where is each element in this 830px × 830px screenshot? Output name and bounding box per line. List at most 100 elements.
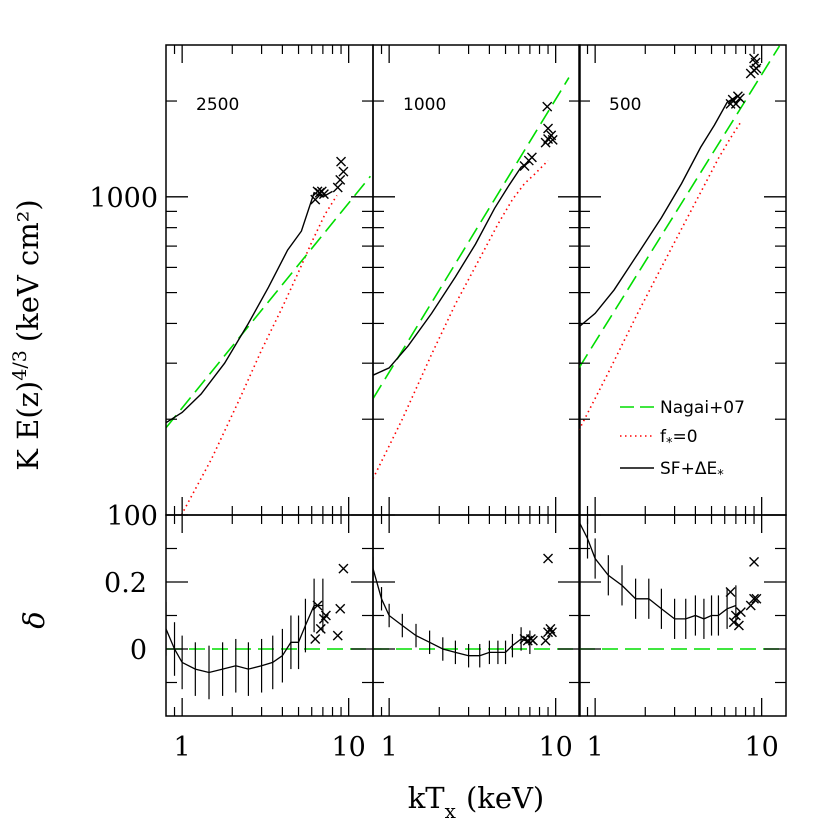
y-tick-labels: 100 1000 0 0.2 [89,183,158,666]
cluster-marker-bottom [735,607,746,618]
cluster-marker-bottom [332,630,343,641]
cluster-marker-bottom-b [527,635,538,646]
f0-curve [373,160,549,480]
legend-label: f*=0 [660,427,698,451]
f0-curve [579,121,742,431]
cluster-marker-bottom-b [545,623,556,634]
nagai-curve [166,175,372,429]
cluster-marker-top-b [332,182,343,193]
cluster-marker-top-b [526,152,537,163]
cluster-marker-top-b [547,134,558,145]
cluster-marker-bottom [543,553,554,564]
sf-curve [373,161,531,376]
cluster-marker-top [543,123,554,134]
cluster-marker-top-b [338,166,349,177]
legend-entry: f*=0 [620,427,698,451]
f0-curve [180,194,338,515]
cluster-marker-bottom [545,623,556,634]
cluster-marker-bottom [751,593,762,604]
x-tick-label: 10 [331,732,365,763]
delta-curve [579,521,737,620]
top-plot-500 [579,45,781,431]
cluster-marker-top-b [730,98,741,109]
sf-curve [166,190,333,424]
delta-curve [373,568,531,657]
cluster-marker-bottom [725,587,736,598]
cluster-marker-top [730,98,741,109]
cluster-marker-top-b [318,189,329,200]
cluster-marker-top [335,174,346,185]
panels: 2500 1 10 1000 1 10 500 1 10 100 1000 0 0.2 [89,44,787,763]
cluster-marker-bottom-b [751,593,762,604]
legend-entry: SF+ΔE* [620,459,724,483]
x-tick-label: 10 [744,732,778,763]
cluster-marker-top-b [546,130,557,141]
x-tick-label: 1 [381,732,398,763]
x-axis-title: kTx (keV) [408,781,545,823]
cluster-marker-top-b [750,57,761,68]
axis-labels: K E(z)4/3(keV cm²) δ kTx (keV) [9,199,544,823]
y-axis-title-bottom: δ [17,611,51,628]
cluster-marker-bottom-b [745,600,756,611]
cluster-marker-top [547,134,558,145]
cluster-marker-top-b [749,53,760,64]
cluster-marker-bottom-b [735,607,746,618]
cluster-marker-bottom [315,623,326,634]
cluster-marker-bottom-b [332,630,343,641]
cluster-marker-top-b [519,160,530,171]
bottom-frame [578,514,787,717]
legend-label: Nagai+07 [660,398,745,418]
bottom-frame [372,514,581,717]
y-axis-title-top: K E(z)4/3(keV cm²) [9,199,45,470]
legend-entry: Nagai+07 [620,398,745,418]
cluster-marker-top [526,152,537,163]
bottom-plot-1000 [373,553,580,668]
x-tick-label: 1 [174,732,191,763]
cluster-marker-top-b [310,194,321,205]
cluster-marker-top-b [542,101,553,112]
bottom-plot-2500 [166,563,373,700]
cluster-marker-bottom [546,627,557,638]
cluster-marker-bottom [745,600,756,611]
x-tick-label: 10 [538,732,572,763]
cluster-marker-bottom-b [310,633,321,644]
cluster-marker-top [338,166,349,177]
cluster-marker-bottom [338,563,349,574]
cluster-marker-bottom [335,603,346,614]
cluster-marker-top [542,101,553,112]
cluster-marker-bottom-b [733,620,744,631]
bottom-frame [165,514,374,717]
cluster-marker-bottom [310,633,321,644]
panel-label: 2500 [196,95,239,115]
cluster-marker-bottom-b [312,600,323,611]
cluster-marker-bottom-b [543,553,554,564]
cluster-marker-bottom-b [315,623,326,634]
cluster-marker-top-b [734,93,745,104]
y-tick-label-bottom: 0 [130,635,147,666]
cluster-marker-top-b [336,156,347,167]
cluster-marker-bottom [527,635,538,646]
panel-label: 500 [609,95,641,115]
cluster-marker-bottom-b [320,610,331,621]
cluster-marker-top [332,182,343,193]
cluster-marker-bottom [728,617,739,628]
y-tick-label-top: 1000 [89,183,158,214]
legend-label: SF+ΔE* [660,459,724,483]
cluster-marker-top-b [335,174,346,185]
cluster-marker-bottom-b [540,635,551,646]
y-tick-label-bottom: 0.2 [104,568,147,599]
cluster-marker-bottom-b [725,587,736,598]
panel-2500: 2500 1 10 [165,44,374,763]
cluster-marker-top [734,93,745,104]
cluster-marker-bottom-b [749,593,760,604]
panel-label: 1000 [403,95,446,115]
cluster-marker-bottom [730,610,741,621]
x-tick-label: 1 [587,732,604,763]
panel-1000: 1000 1 10 [372,44,581,763]
top-frame [165,44,374,516]
cluster-marker-bottom [733,620,744,631]
bottom-plot-500 [579,515,786,650]
cluster-marker-top-b [543,123,554,134]
top-plot-1000 [373,77,570,480]
